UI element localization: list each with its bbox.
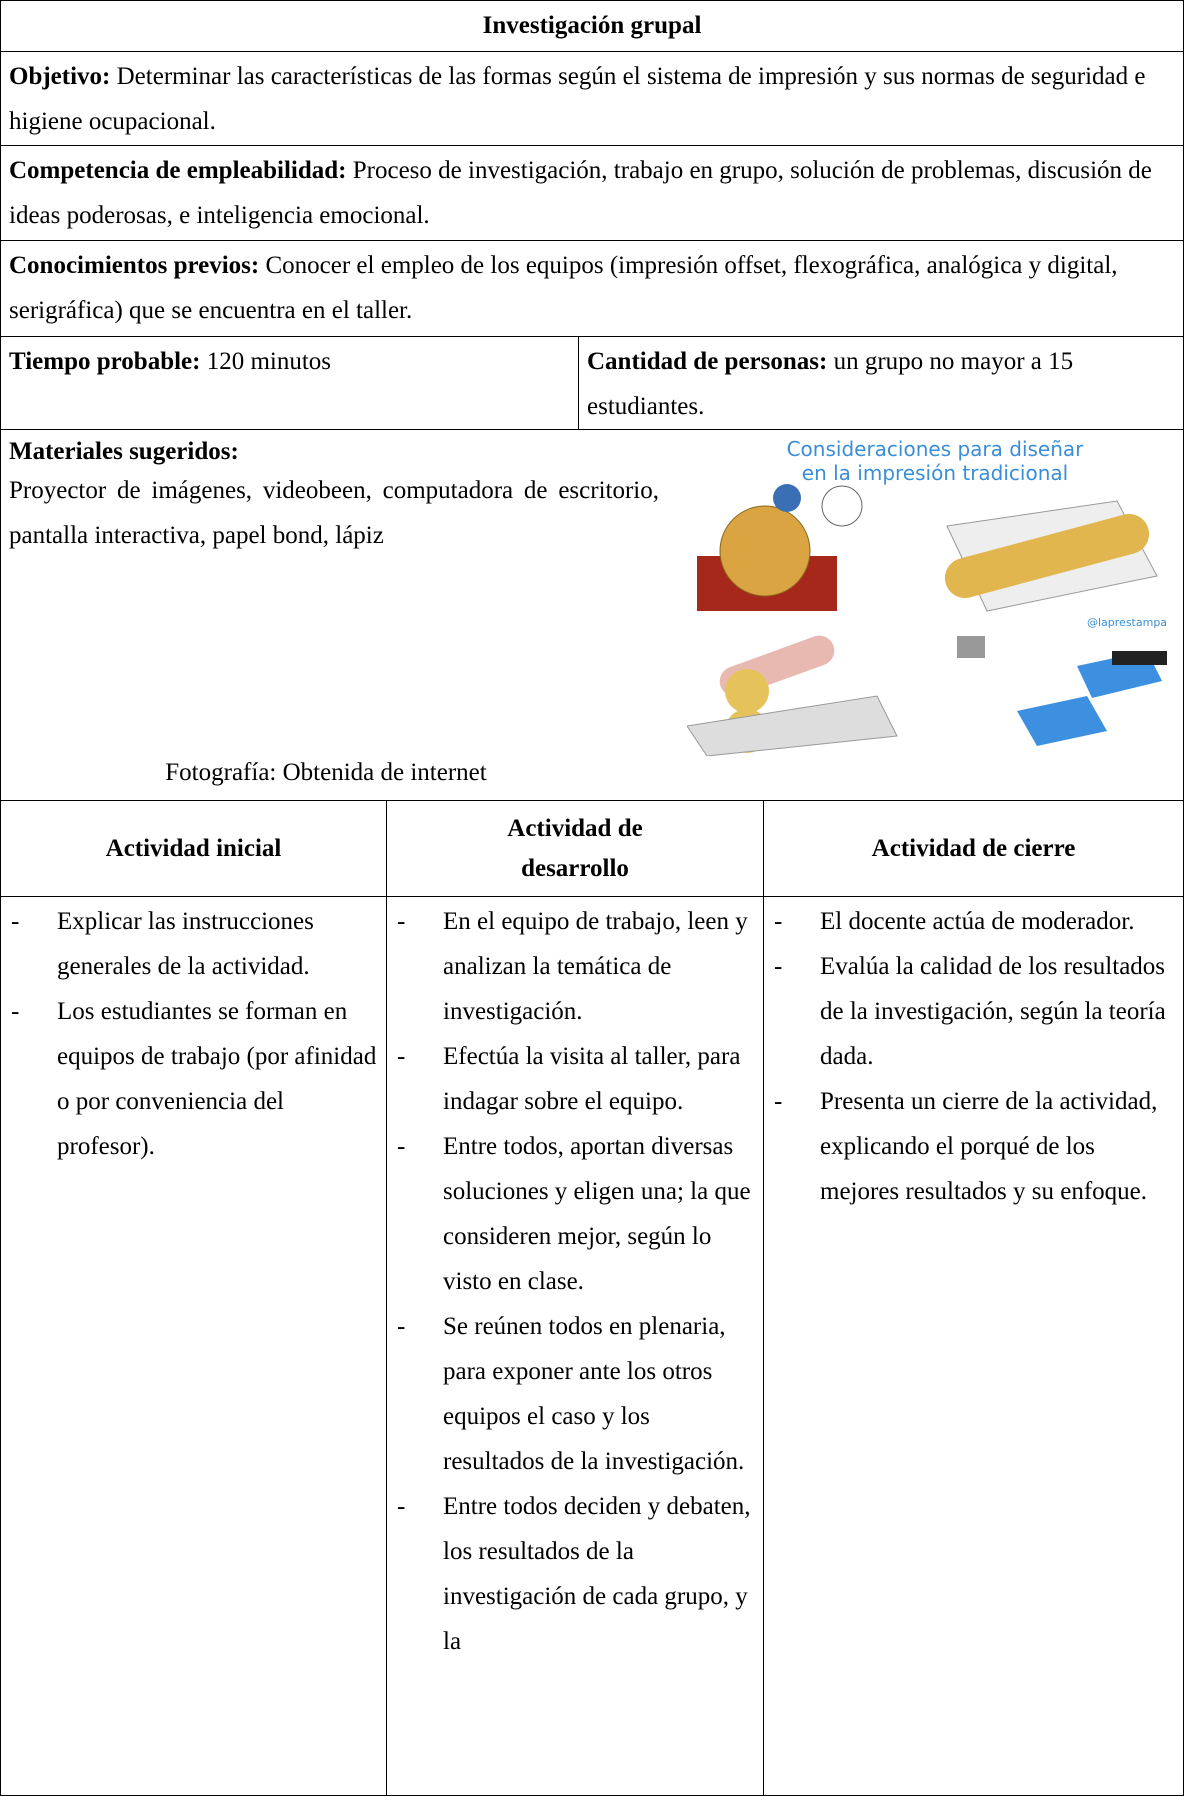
label: Conocimientos previos: — [9, 252, 260, 279]
item-list: Explicar las instrucciones generales de … — [9, 899, 378, 1169]
cylinder — [944, 514, 1150, 598]
item: En el equipo de trabajo, leen y analizan… — [395, 899, 755, 1034]
image-handle: @laprestampa — [1087, 616, 1167, 629]
web — [687, 695, 898, 756]
text: Conocer el empleo de los equipos (impres… — [9, 252, 1118, 324]
item-list: El docente actúa de moderador.Evalúa la … — [772, 899, 1175, 1214]
item: Entre todos deciden y debaten, los resul… — [395, 1484, 755, 1664]
header-text: Actividad de cierre — [871, 834, 1076, 862]
roller — [773, 484, 801, 512]
column-header: Actividad inicial — [0, 800, 387, 897]
header-text: Actividad inicial — [105, 834, 282, 862]
label: Cantidad de personas: — [587, 348, 828, 375]
photo-credit: Fotografía: Obtenida de internet — [165, 759, 487, 786]
column-body: En el equipo de trabajo, leen y analizan… — [386, 896, 764, 1796]
item: Presenta un cierre de la actividad, expl… — [772, 1079, 1175, 1214]
text: Determinar las características de las fo… — [9, 63, 1146, 135]
label: Tiempo probable: — [9, 348, 201, 375]
tiempo-cell: Tiempo probable: 120 minutos — [0, 336, 579, 430]
objetivo-cell: Objetivo: Determinar las características… — [0, 51, 1184, 146]
item: El docente actúa de moderador. — [772, 899, 1175, 944]
item: Entre todos, aportan diversas soluciones… — [395, 1124, 755, 1304]
text: Proyector de imágenes, videobeen, comput… — [9, 477, 659, 549]
stencil — [957, 636, 985, 658]
title-cell: Investigación grupal — [0, 0, 1184, 52]
label: Materiales sugeridos: — [9, 438, 239, 465]
materiales-cell: Materiales sugeridos: Proyector de imáge… — [0, 429, 1184, 801]
conocimientos-cell: Conocimientos previos: Conocer el empleo… — [0, 240, 1184, 337]
label: Objetivo: — [9, 63, 111, 90]
image-title: Consideraciones para diseñar — [787, 437, 1085, 461]
illustration: Consideraciones para diseñar en la impre… — [687, 437, 1167, 756]
title: Investigación grupal — [482, 12, 702, 39]
header-text: Actividad de desarrollo — [507, 814, 643, 882]
materiales: Materiales sugeridos: Proyector de imáge… — [9, 436, 659, 558]
item: Se reúnen todos en plenaria, para expone… — [395, 1304, 755, 1484]
cantidad-cell: Cantidad de personas: un grupo no mayor … — [578, 336, 1184, 430]
item: Explicar las instrucciones generales de … — [9, 899, 378, 989]
item-list: En el equipo de trabajo, leen y analizan… — [395, 899, 755, 1664]
text: un grupo no mayor a 15 estudiantes. — [587, 348, 1074, 420]
image-title: en la impresión tradicional — [802, 461, 1068, 485]
column-header: Actividad de cierre — [763, 800, 1184, 897]
cylinder — [725, 669, 769, 713]
text: Proceso de investigación, trabajo en gru… — [9, 157, 1152, 229]
column-body: Explicar las instrucciones generales de … — [0, 896, 387, 1796]
label: Competencia de empleabilidad: — [9, 157, 347, 184]
competencia-cell: Competencia de empleabilidad: Proceso de… — [0, 145, 1184, 241]
cylinder — [719, 505, 811, 597]
text: 120 minutos — [206, 348, 332, 375]
item: Efectúa la visita al taller, para indaga… — [395, 1034, 755, 1124]
squeegee — [1112, 651, 1167, 665]
screen — [1017, 696, 1107, 746]
item: Los estudiantes se forman en equipos de … — [9, 989, 378, 1169]
column-header: Actividad de desarrollo — [386, 800, 764, 897]
item: Evalúa la calidad de los resultados de l… — [772, 944, 1175, 1079]
reel — [821, 485, 863, 527]
column-body: El docente actúa de moderador.Evalúa la … — [763, 896, 1184, 1796]
